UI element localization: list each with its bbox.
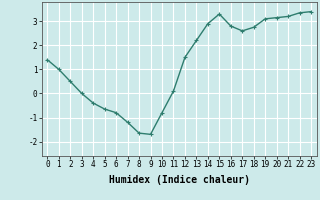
X-axis label: Humidex (Indice chaleur): Humidex (Indice chaleur) <box>109 175 250 185</box>
